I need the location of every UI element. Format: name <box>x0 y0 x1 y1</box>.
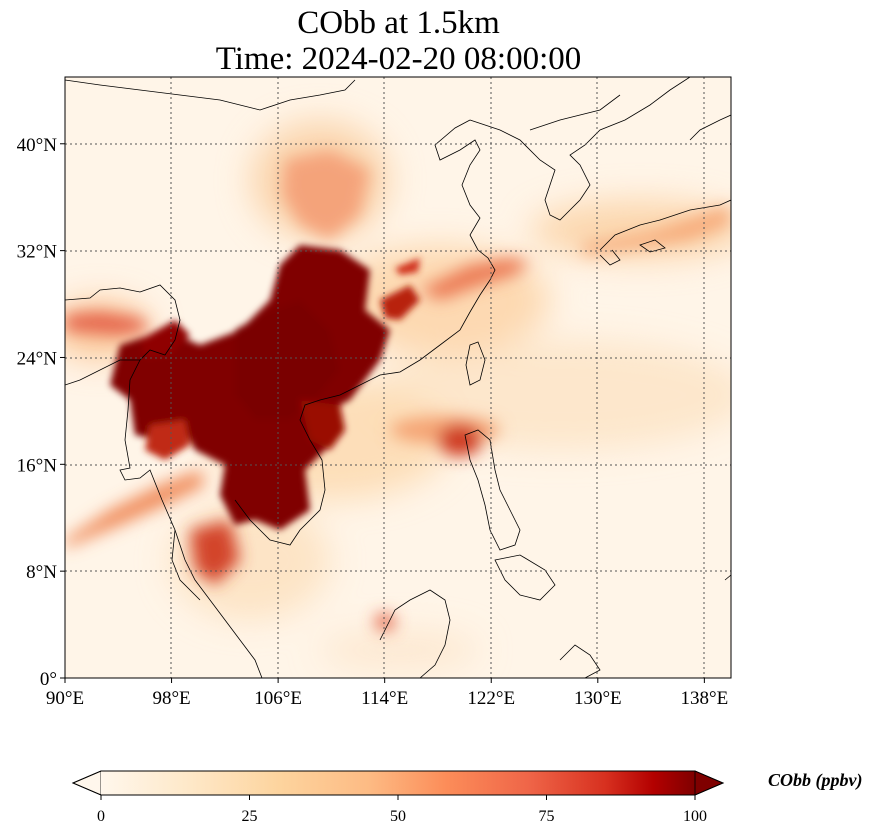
map-title-line1: CObb at 1.5km <box>297 5 500 41</box>
map-title-line2: Time: 2024-02-20 08:00:00 <box>215 41 582 77</box>
lon-tick-label: 138°E <box>681 688 729 709</box>
longitude-tick-labels: 90°E 98°E 106°E 114°E 122°E 130°E 138°E <box>46 678 728 709</box>
colorbar-title: CObb (ppbv) <box>768 770 863 790</box>
lon-tick-label: 114°E <box>361 688 408 709</box>
colorbar-tick-label: 25 <box>242 808 258 825</box>
lat-tick-label: 32°N <box>17 242 58 263</box>
colorbar-max-extension <box>694 770 725 796</box>
field-core <box>110 245 420 530</box>
colorbar-tick-label: 100 <box>683 808 707 825</box>
colorbar: 0 25 50 75 100 <box>71 770 725 825</box>
lon-tick-label: 106°E <box>254 688 302 709</box>
colorbar-tick-label: 0 <box>97 808 105 825</box>
coastlines <box>65 77 731 678</box>
lon-tick-label: 98°E <box>152 688 190 709</box>
colorbar-gradient <box>101 771 695 795</box>
lat-tick-label: 8°N <box>26 562 57 583</box>
latitude-tick-labels: 0° 8°N 16°N 24°N 32°N 40°N <box>17 135 65 690</box>
lat-tick-label: 0° <box>40 669 57 690</box>
lat-tick-label: 40°N <box>17 135 58 156</box>
lon-tick-label: 122°E <box>467 688 515 709</box>
gridlines <box>65 77 731 678</box>
field-plumes <box>65 150 730 630</box>
colorbar-tick-labels: 0 25 50 75 100 <box>97 795 707 825</box>
map-frame <box>64 76 732 679</box>
colorbar-tick-label: 75 <box>539 808 555 825</box>
colorbar-min-extension <box>71 770 102 796</box>
lat-tick-label: 24°N <box>17 348 58 369</box>
concentration-field <box>65 77 731 678</box>
lon-tick-label: 130°E <box>574 688 622 709</box>
lon-tick-label: 90°E <box>46 688 84 709</box>
lat-tick-label: 16°N <box>17 455 58 476</box>
colorbar-tick-label: 50 <box>390 808 406 825</box>
